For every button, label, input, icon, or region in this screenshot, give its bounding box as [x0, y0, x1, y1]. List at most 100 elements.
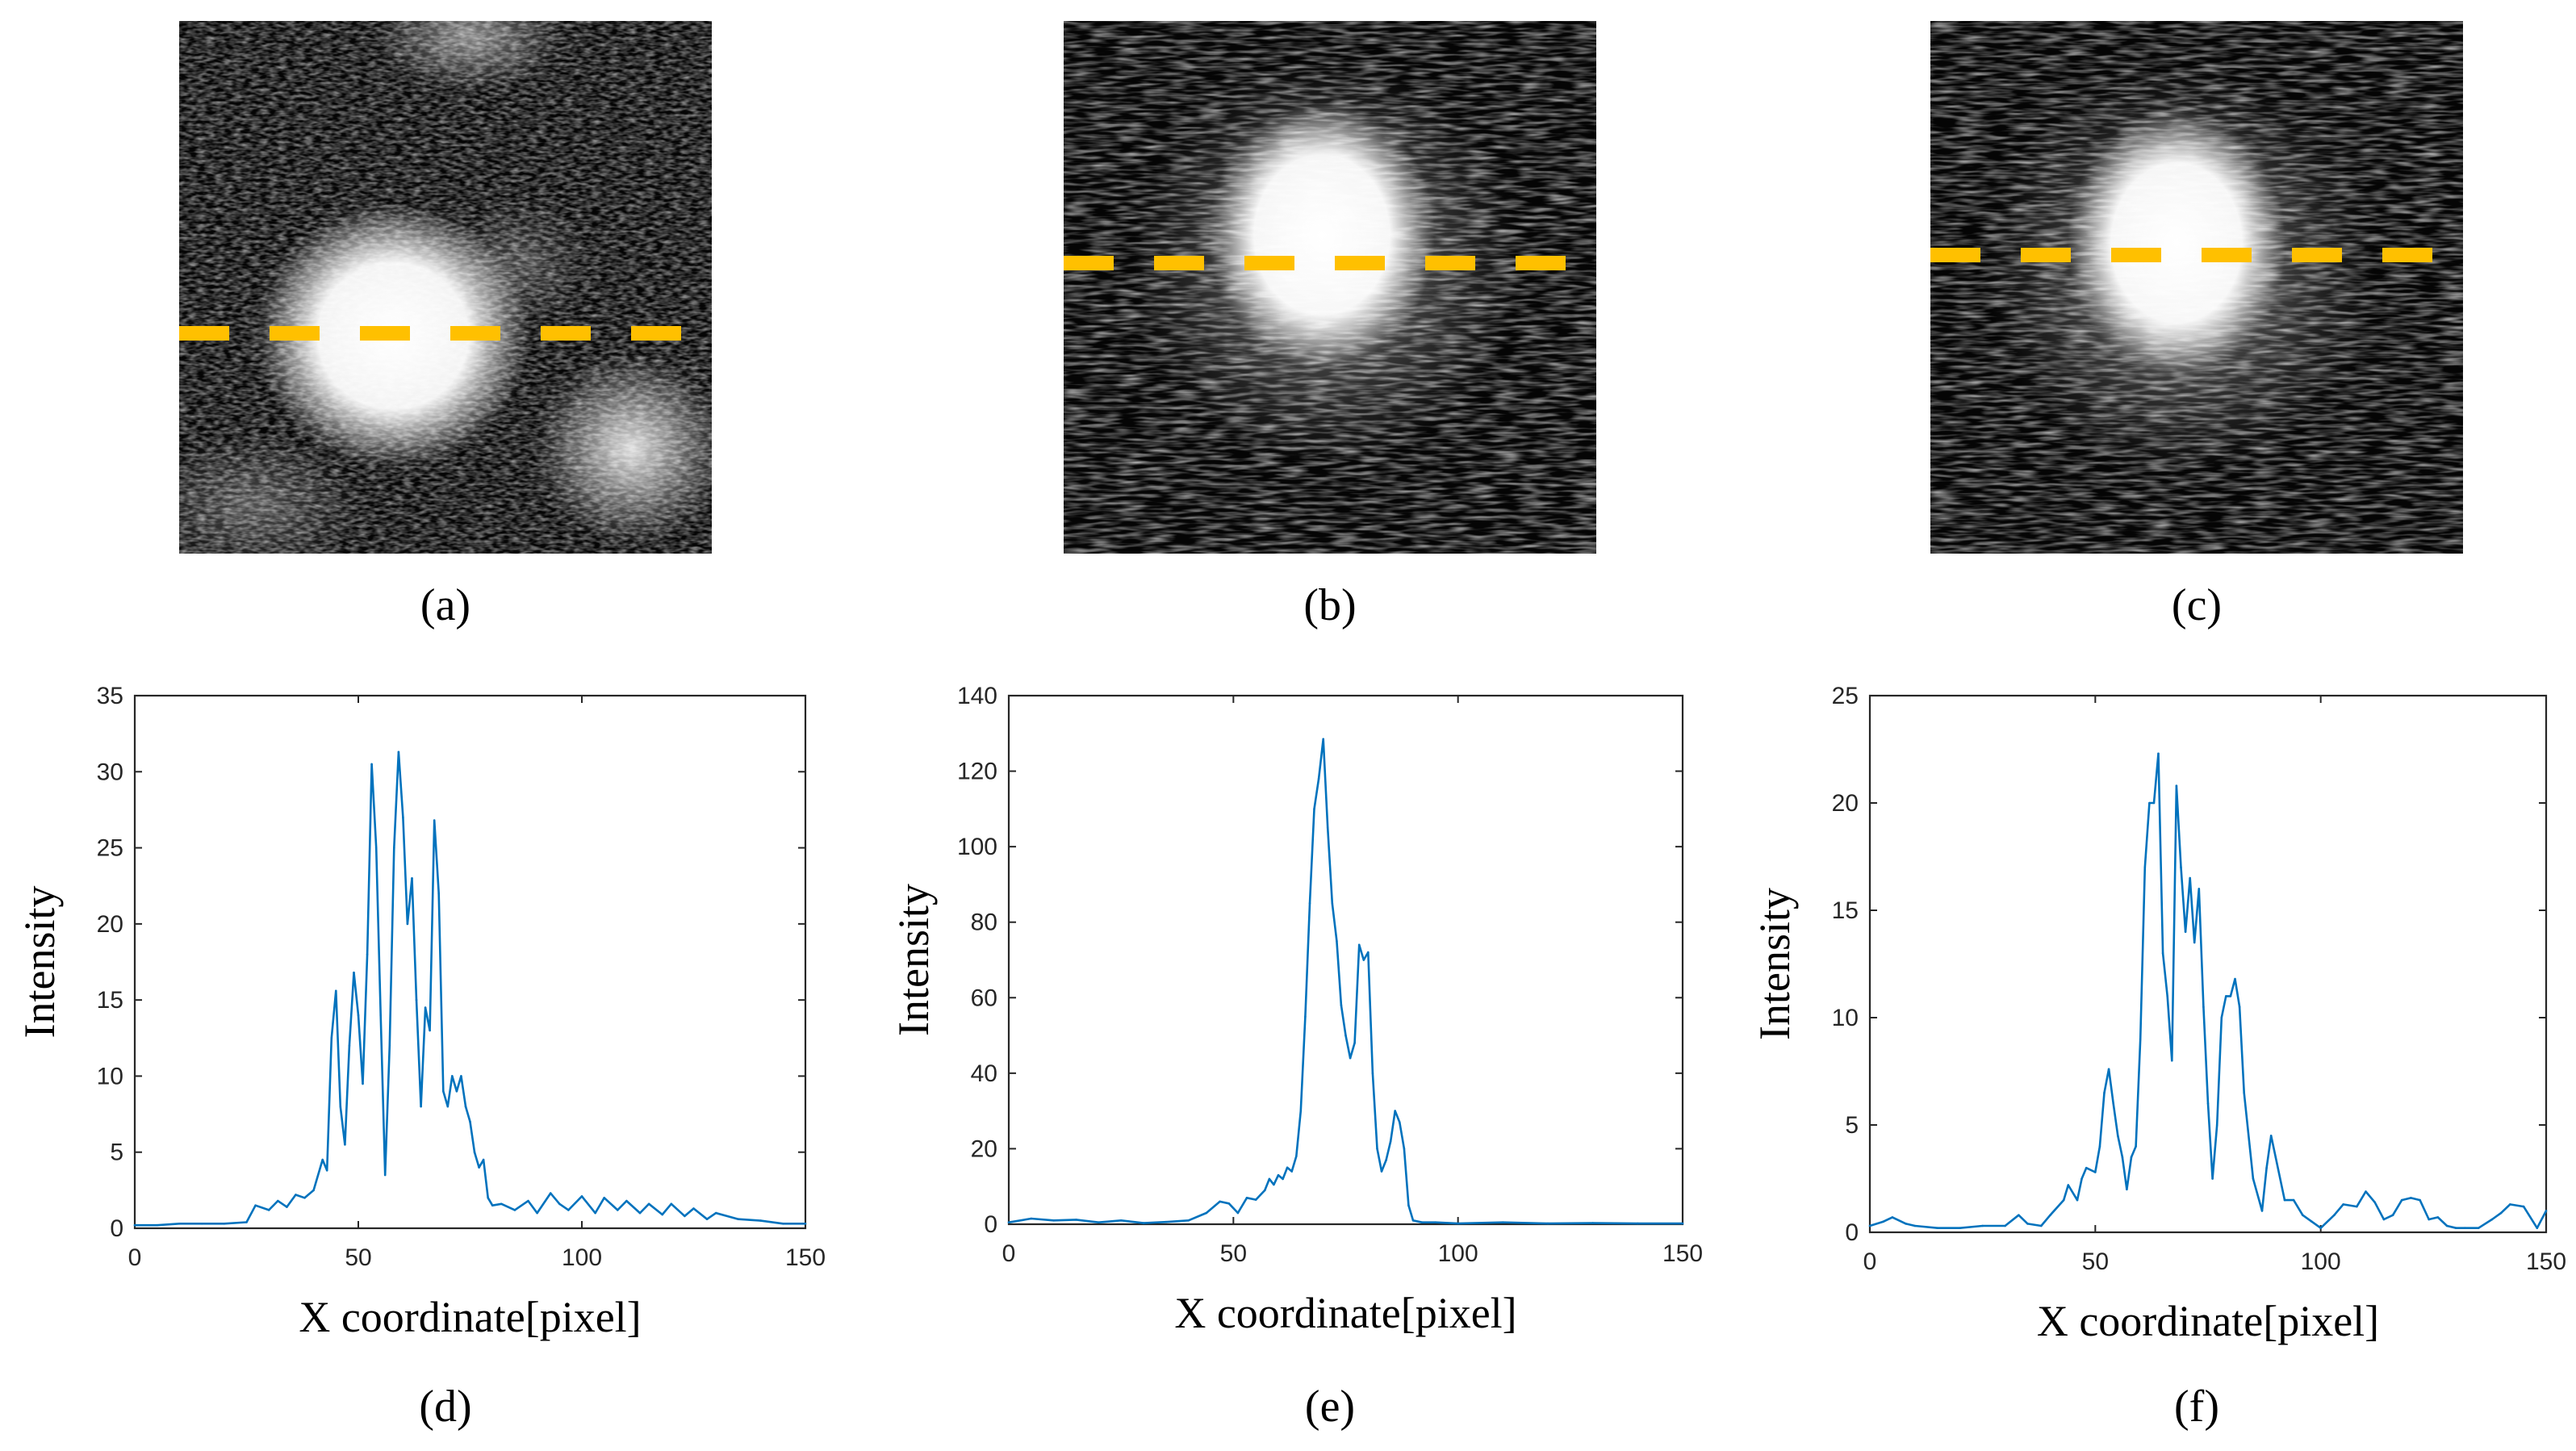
caption-c: (c): [2171, 580, 2223, 630]
data-point: [1394, 1110, 1396, 1112]
caption-d: (d): [419, 1382, 472, 1432]
data-point: [1411, 1219, 1415, 1222]
data-point: [1389, 1139, 1392, 1143]
data-point: [2215, 1123, 2218, 1127]
series-line-profile-f: [1869, 752, 2548, 1230]
data-point: [1119, 1219, 1123, 1222]
data-point: [2004, 1224, 2006, 1227]
data-point: [383, 1173, 387, 1177]
data-point: [1331, 902, 1334, 905]
data-point: [684, 1215, 686, 1218]
data-point: [558, 1202, 561, 1206]
data-point: [2419, 1198, 2421, 1202]
data-point: [2477, 1227, 2480, 1229]
data-point: [429, 1029, 431, 1032]
data-point: [1254, 1198, 1257, 1201]
data-point: [321, 1158, 324, 1161]
data-point: [2490, 1218, 2494, 1221]
data-point: [1882, 1220, 1885, 1223]
data-point: [1913, 1224, 1917, 1227]
axes-box: [133, 694, 807, 1230]
y-tick-label: 15: [97, 987, 123, 1014]
speckle-image-a: [179, 21, 712, 554]
x-tick-label: 0: [1863, 1248, 1877, 1275]
data-point: [442, 1090, 445, 1093]
data-point: [625, 1199, 628, 1202]
data-point: [1420, 1221, 1424, 1223]
data-point: [1681, 1222, 1684, 1225]
data-point: [156, 1223, 158, 1227]
data-point: [705, 1218, 709, 1220]
data-point: [245, 1221, 248, 1223]
data-point: [1868, 1224, 1871, 1227]
caption-a: (a): [420, 580, 471, 630]
data-point: [2098, 1145, 2101, 1148]
y-tick-label: 60: [971, 985, 997, 1011]
data-point: [2135, 1145, 2137, 1148]
data-point: [2193, 941, 2196, 944]
data-point: [1052, 1219, 1055, 1222]
data-point: [2243, 1091, 2245, 1094]
x-axis-title: X coordinate[pixel]: [1174, 1289, 1516, 1337]
data-point: [2018, 1214, 2020, 1216]
data-point: [1891, 1216, 1894, 1219]
data-point: [1317, 777, 1320, 780]
data-point: [1286, 1166, 1289, 1169]
data-point: [339, 1105, 342, 1108]
data-point: [1905, 1223, 1907, 1225]
y-axis-title: Intensity: [889, 884, 938, 1036]
data-point: [2206, 1102, 2210, 1105]
data-point: [1219, 1200, 1221, 1203]
data-point: [1282, 1177, 1284, 1181]
y-tick-label: 10: [97, 1063, 123, 1089]
data-point: [353, 971, 355, 974]
data-point: [1591, 1222, 1594, 1224]
data-point: [2234, 977, 2236, 981]
plot-d: 0 50 100 150 0 5 10 15 20 25 30 35 X coordinate[pixe…: [0, 678, 855, 1341]
data-point: [2225, 995, 2227, 997]
data-point: [2509, 1203, 2511, 1206]
data-point: [1205, 1211, 1208, 1215]
data-point: [406, 922, 409, 926]
data-point: [1380, 1170, 1383, 1173]
data-point: [424, 1006, 427, 1009]
data-point: [2464, 1227, 2466, 1229]
data-point: [1344, 1034, 1347, 1037]
x-axis-title: X coordinate[pixel]: [299, 1293, 641, 1341]
data-point: [2184, 930, 2187, 933]
y-axis-title: Intensity: [1750, 888, 1799, 1040]
data-point: [2428, 1218, 2430, 1221]
data-point: [402, 816, 404, 819]
y-tick-label: 140: [957, 683, 997, 709]
data-point: [469, 1120, 471, 1123]
data-point: [2302, 1214, 2304, 1216]
data-point: [2094, 1171, 2097, 1173]
y-tick-label: 120: [957, 759, 997, 785]
data-point: [670, 1202, 673, 1206]
x-tick-label: 100: [1438, 1240, 1478, 1267]
data-point: [2310, 1220, 2313, 1223]
data-point: [2157, 752, 2160, 755]
data-point: [2202, 1006, 2205, 1008]
data-point: [344, 1144, 346, 1146]
data-point: [348, 1044, 351, 1047]
data-point: [2229, 995, 2232, 997]
data-point: [1349, 1056, 1352, 1060]
data-point: [1007, 1221, 1010, 1223]
data-point: [500, 1202, 503, 1206]
data-point: [1268, 1177, 1271, 1181]
data-point: [759, 1219, 762, 1222]
data-point: [1981, 1224, 1984, 1227]
data-point: [1353, 1042, 1356, 1044]
data-point: [335, 989, 337, 993]
data-point: [295, 1194, 297, 1196]
data-point: [2238, 1006, 2241, 1008]
x-tick-label: 0: [128, 1244, 142, 1271]
data-point: [1236, 1211, 1240, 1215]
speckle-image-c: [1930, 21, 2463, 554]
y-tick-label: 20: [97, 911, 123, 938]
data-point: [433, 819, 436, 822]
data-point: [223, 1223, 226, 1225]
data-point: [2189, 876, 2191, 880]
data-point: [379, 1014, 383, 1017]
